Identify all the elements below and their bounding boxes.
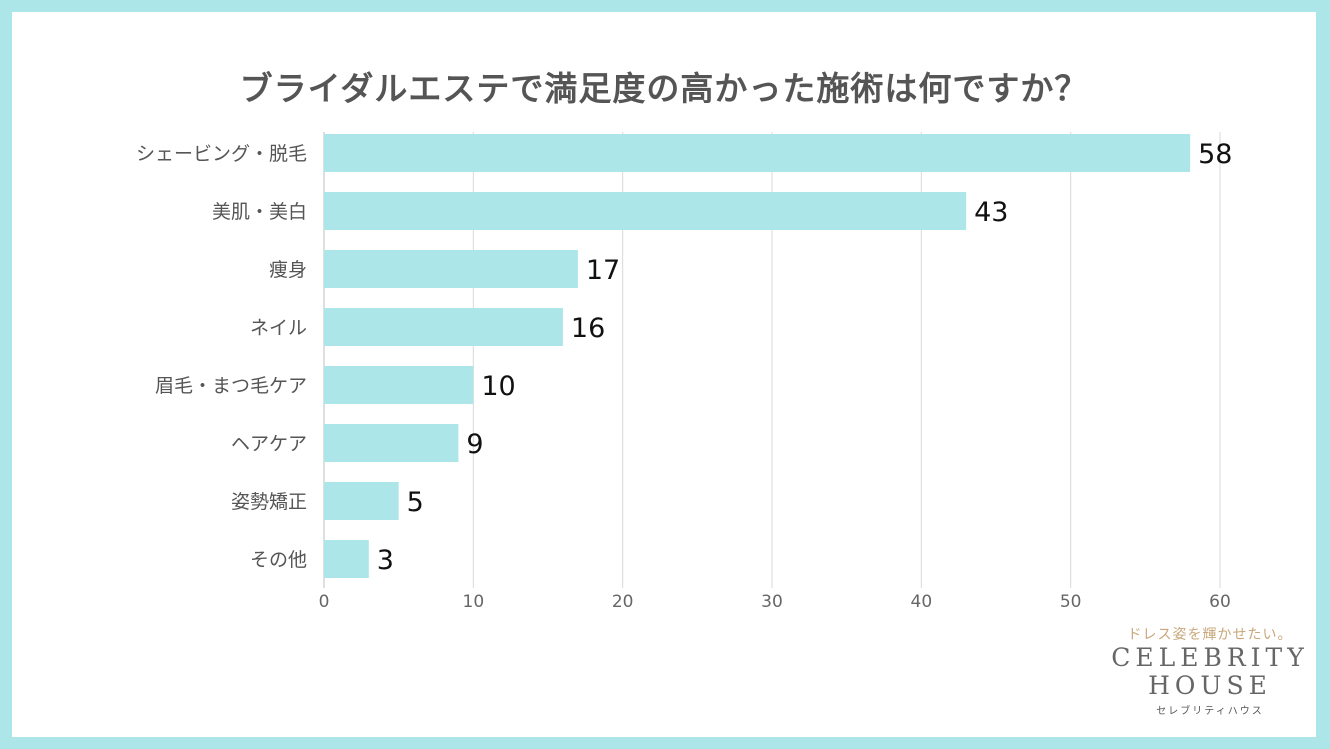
bar: [324, 192, 967, 230]
x-tick-label: 60: [1209, 592, 1231, 612]
x-tick-label: 10: [463, 592, 485, 612]
x-tick-label: 50: [1060, 592, 1082, 612]
brand-logo: ドレス姿を輝かせたい。 CELEBRITY HOUSE セレブリティハウス: [1110, 624, 1310, 717]
logo-line-2: HOUSE: [1148, 671, 1272, 700]
value-label: 3: [377, 545, 394, 576]
x-tick-label: 40: [911, 592, 933, 612]
category-label: ヘアケア: [231, 433, 307, 455]
category-label: 眉毛・まつ毛ケア: [155, 375, 307, 397]
value-label: 10: [481, 371, 515, 402]
bar: [324, 134, 1191, 172]
bar: [324, 540, 369, 578]
category-label: 姿勢矯正: [231, 491, 307, 513]
logo-kana: セレブリティハウス: [1156, 706, 1264, 717]
value-label: 16: [571, 313, 605, 344]
value-label: 17: [586, 255, 620, 286]
category-label: 痩身: [269, 259, 307, 281]
x-tick-label: 30: [761, 592, 783, 612]
x-tick-label: 0: [319, 592, 330, 612]
value-label: 58: [1198, 139, 1232, 170]
value-label: 43: [974, 197, 1008, 228]
chart-card: ブライダルエステで満足度の高かった施術は何ですか？ 0 10 20 30 40 50 60 シ…: [12, 12, 1316, 737]
logo-line-1: CELEBRITY: [1111, 643, 1309, 672]
category-label: ネイル: [250, 317, 307, 339]
x-tick-label: 20: [612, 592, 634, 612]
category-label: その他: [250, 549, 307, 571]
chart-title: ブライダルエステで満足度の高かった施術は何ですか？: [239, 69, 1089, 108]
bar-chart: 0 10 20 30 40 50 60 シェービング・脱毛 58 美肌・美白 43 痩身 17 ネイル 16…: [136, 132, 1232, 612]
category-label: シェービング・脱毛: [136, 143, 307, 165]
bar: [324, 482, 399, 520]
value-label: 5: [407, 487, 424, 518]
bar: [324, 366, 474, 404]
value-label: 9: [466, 429, 483, 460]
category-label: 美肌・美白: [212, 201, 307, 223]
bar: [324, 308, 563, 346]
bar: [324, 424, 459, 462]
bar: [324, 250, 578, 288]
logo-tagline: ドレス姿を輝かせたい。: [1127, 627, 1293, 643]
